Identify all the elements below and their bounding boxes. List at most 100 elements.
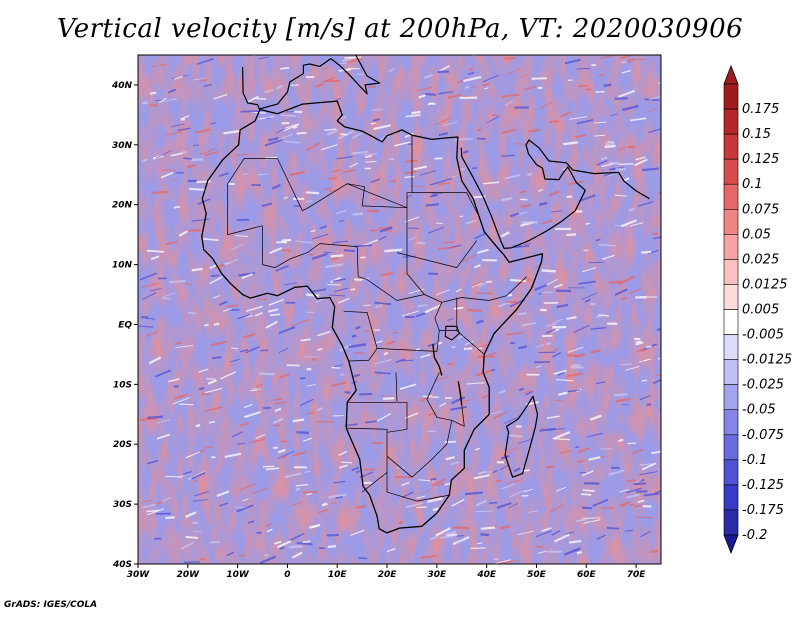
field-streak (439, 402, 447, 407)
field-streak (300, 338, 311, 342)
field-streak (332, 278, 346, 283)
field-streak (328, 493, 347, 499)
field-streak (566, 233, 576, 237)
field-streak (549, 120, 559, 123)
field-streak (311, 252, 328, 260)
field-streak (172, 397, 190, 405)
field-streak (218, 172, 229, 177)
field-streak (653, 236, 661, 240)
field-streak (567, 346, 584, 353)
colorbar-label: 0.0125 (742, 277, 788, 292)
field-streak (438, 246, 454, 251)
field-streak (264, 138, 283, 147)
field-streak (284, 472, 302, 479)
field-streak (331, 168, 342, 173)
field-streak (363, 304, 371, 307)
colorbar-label: 0.125 (742, 152, 779, 167)
country-border (456, 330, 485, 355)
field-streak (230, 358, 240, 363)
field-streak (144, 330, 159, 338)
field-streak (173, 393, 189, 400)
africa-coastline (201, 100, 544, 534)
field-streak (328, 294, 346, 297)
field-streak (276, 133, 293, 141)
field-streak (195, 423, 201, 428)
field-streak (452, 535, 470, 546)
field-streak (246, 95, 260, 103)
field-streak (265, 320, 278, 329)
field-streak (560, 110, 572, 118)
field-streak (237, 314, 250, 320)
field-streak (174, 341, 183, 346)
field-streak (269, 246, 283, 255)
field-streak (478, 282, 487, 288)
field-streak (519, 190, 527, 194)
field-streak (200, 392, 210, 396)
country-border (396, 240, 477, 268)
colorbar-segment (723, 309, 739, 335)
field-streak (285, 123, 300, 129)
field-streak (434, 117, 452, 126)
field-streak (573, 324, 590, 333)
colorbar-segment (723, 509, 739, 536)
field-streak (198, 368, 209, 373)
field-streak (319, 225, 328, 230)
field-streak (348, 343, 367, 349)
field-streak (434, 376, 450, 382)
field-streak (249, 438, 265, 444)
field-streak (553, 431, 571, 440)
country-border (227, 158, 263, 235)
field-streak (333, 480, 346, 484)
field-streak (556, 303, 569, 309)
field-streak (191, 471, 206, 480)
field-streak (555, 486, 566, 492)
colorbar-label: -0.075 (742, 428, 784, 443)
field-streak (475, 499, 488, 507)
field-streak (581, 506, 592, 510)
field-streak (254, 311, 263, 317)
lon-tick-label: 20E (378, 570, 398, 580)
field-streak (652, 378, 661, 385)
field-streak (475, 292, 494, 295)
field-streak (565, 531, 575, 535)
field-streak (282, 249, 292, 252)
field-streak (374, 303, 383, 309)
colorbar-segment (723, 434, 739, 461)
field-streak (196, 180, 211, 184)
field-streak (554, 283, 563, 289)
field-streak (521, 74, 528, 79)
field-streak (205, 406, 223, 412)
field-streak (480, 526, 496, 530)
field-streak (590, 349, 601, 354)
field-streak (350, 288, 356, 291)
field-streak (639, 395, 651, 401)
field-streak (306, 412, 315, 415)
field-streak (330, 254, 344, 258)
field-streak (388, 67, 396, 72)
lon-tick-label: 10W (226, 570, 250, 580)
field-streak (296, 131, 307, 135)
field-streak (621, 363, 633, 366)
field-streak (564, 547, 581, 556)
field-streak (418, 94, 427, 99)
field-streak (618, 438, 624, 443)
field-streak (507, 293, 513, 297)
field-streak (213, 322, 220, 326)
longitude-axis: 30W 20W 10W 0 10E 20E 30E 40E 50E 60E 70E (127, 564, 646, 580)
field-streak (630, 222, 644, 227)
field-streak (566, 372, 583, 378)
field-streak (264, 553, 269, 557)
field-streak (226, 304, 238, 308)
field-streak (258, 56, 269, 60)
field-streak (627, 442, 636, 445)
field-streak (149, 288, 162, 292)
field-streak (617, 146, 626, 152)
field-streak (452, 526, 470, 530)
field-streak (378, 235, 387, 241)
field-streak (581, 493, 592, 496)
field-streak (291, 319, 309, 327)
field-streak (162, 292, 176, 298)
field-streak (581, 292, 598, 301)
field-streak (347, 61, 353, 64)
